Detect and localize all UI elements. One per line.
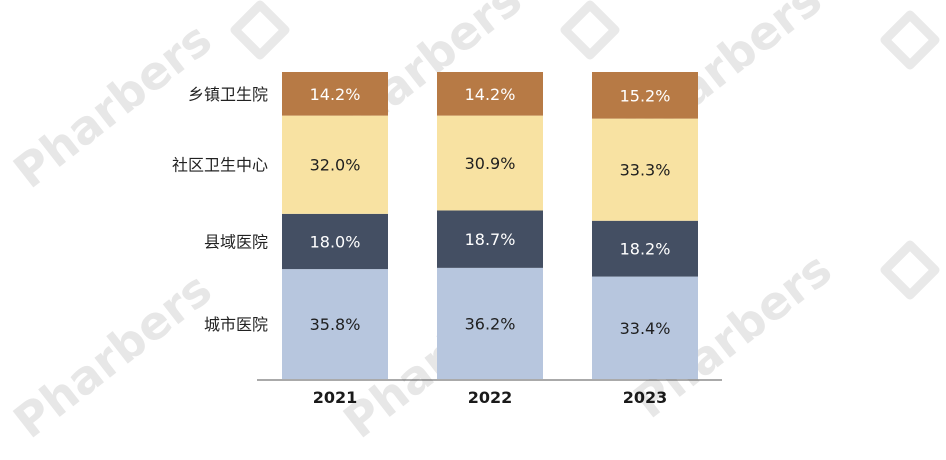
- bar-segment: [592, 118, 698, 221]
- x-tick-label: 2022: [468, 388, 513, 407]
- data-label: 32.0%: [310, 156, 361, 175]
- bar-segment: [282, 72, 388, 116]
- bar-segment: [437, 267, 543, 379]
- data-label: 33.3%: [620, 161, 671, 180]
- bar-segment: [437, 210, 543, 268]
- data-label: 18.7%: [465, 230, 516, 249]
- data-label: 30.9%: [465, 154, 516, 173]
- data-label: 33.4%: [620, 319, 671, 338]
- bar-segment: [282, 213, 388, 270]
- x-tick-label: 2023: [623, 388, 668, 407]
- bars-layer: [282, 72, 698, 379]
- watermark-logo-icon: [880, 240, 940, 300]
- data-label: 18.2%: [620, 240, 671, 259]
- data-label: 15.2%: [620, 86, 671, 105]
- bar-segment: [592, 220, 698, 277]
- legend-label: 乡镇卫生院: [188, 85, 268, 104]
- labels-layer: 35.8% 城市医院 18.0% 县域医院 32.0% 社区卫生中心 14.2% 乡镇卫生院 3…: [172, 85, 670, 338]
- data-label: 14.2%: [310, 85, 361, 104]
- data-label: 36.2%: [465, 314, 516, 333]
- watermark-text: Pharbers: [4, 262, 222, 449]
- bar-segment: [437, 72, 543, 116]
- bar-segment: [437, 115, 543, 211]
- watermark-logo-icon: [880, 10, 940, 70]
- legend-label: 城市医院: [204, 315, 268, 334]
- data-label: 14.2%: [465, 85, 516, 104]
- x-tick-label: 2021: [313, 388, 358, 407]
- axis-layer: 2021 2022 2023: [257, 379, 722, 407]
- legend-label: 县域医院: [204, 232, 268, 251]
- watermark-logo-icon: [560, 0, 620, 60]
- data-label: 35.8%: [310, 315, 361, 334]
- watermark-logo-icon: [230, 0, 290, 60]
- bar-segment: [282, 269, 388, 379]
- bar-segment: [282, 115, 388, 214]
- legend-label: 社区卫生中心: [172, 156, 268, 175]
- bar-segment: [592, 276, 698, 379]
- bar-segment: [592, 72, 698, 119]
- data-label: 18.0%: [310, 232, 361, 251]
